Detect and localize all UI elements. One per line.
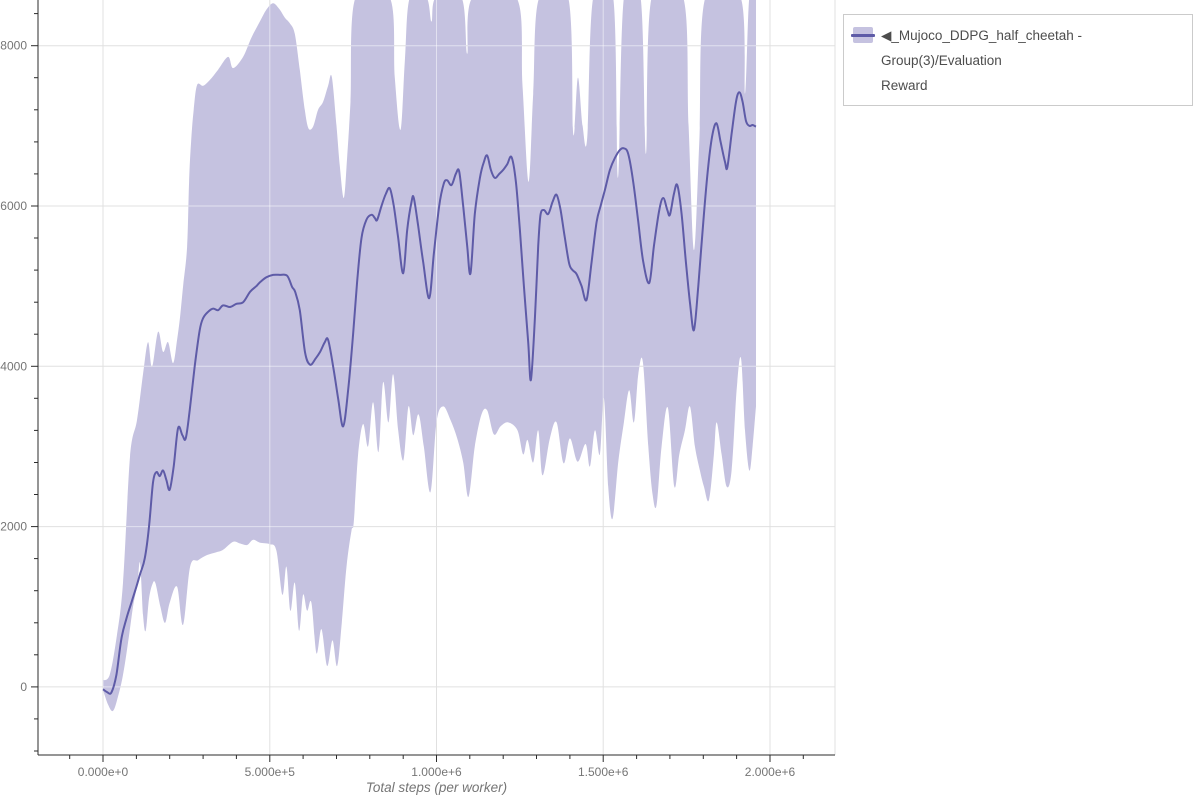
legend-label-line1: ◀_Mujoco_DDPG_half_cheetah - Group(3)/Ev… (881, 28, 1082, 68)
y-tick-label: 0 (20, 680, 27, 694)
x-tick-label: 0.000e+0 (78, 765, 129, 779)
y-tick-label: 4000 (0, 359, 27, 373)
y-tick-label: 6000 (0, 199, 27, 213)
legend-label: ◀_Mujoco_DDPG_half_cheetah - Group(3)/Ev… (881, 23, 1182, 98)
x-tick-label: 1.000e+6 (411, 765, 462, 779)
tick-labels: 0 2000 4000 6000 8000 0.000e+0 5.000e+5 1.000e+… (0, 39, 795, 779)
legend-item-evaluation-reward[interactable]: ◀_Mujoco_DDPG_half_cheetah - Group(3)/Ev… (851, 23, 1182, 98)
y-tick-label: 2000 (0, 520, 27, 534)
axes (31, 0, 835, 762)
series-line-icon (851, 33, 875, 37)
confidence-band (103, 0, 756, 712)
x-tick-label: 1.500e+6 (578, 765, 629, 779)
series-swatch-icon (851, 27, 875, 43)
y-tick-label: 8000 (0, 39, 27, 53)
x-tick-label: 5.000e+5 (245, 765, 296, 779)
mean-line (102, 91, 757, 695)
x-tick-label: 2.000e+6 (745, 765, 796, 779)
legend-label-line2: Reward (881, 78, 928, 93)
x-axis-title: Total steps (per worker) (365, 780, 508, 795)
legend: ◀_Mujoco_DDPG_half_cheetah - Group(3)/Ev… (843, 14, 1193, 106)
